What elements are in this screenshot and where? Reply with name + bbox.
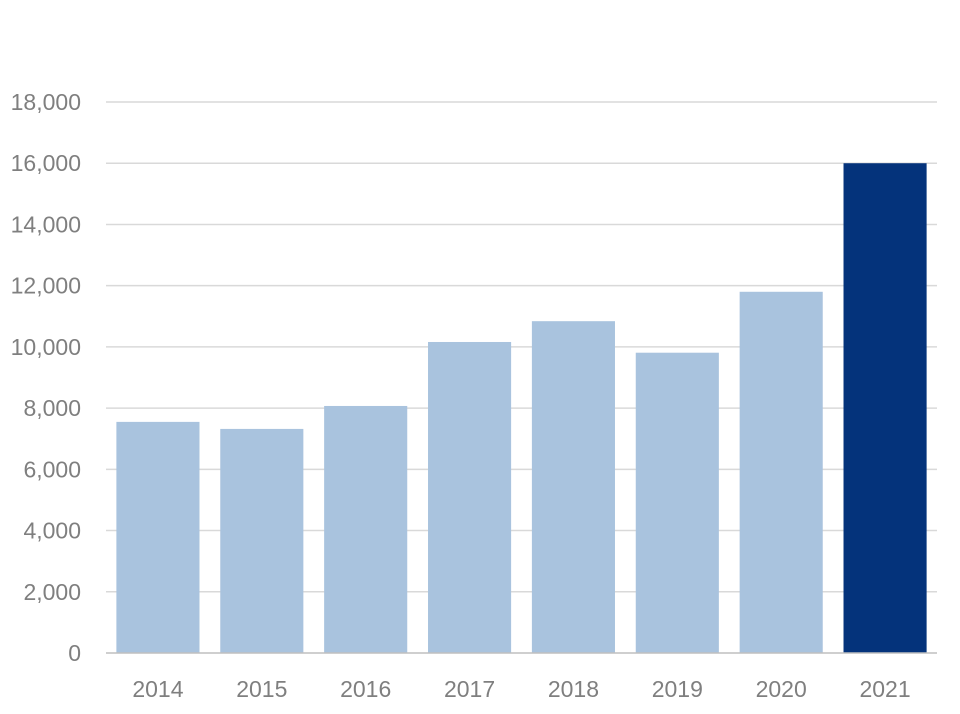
- bars: [116, 163, 927, 653]
- y-tick-label: 18,000: [11, 89, 81, 115]
- x-axis-tick-labels: 2014 2015 2016 2017 2018 2019 2020 2021: [132, 676, 910, 702]
- x-tick-label: 2016: [340, 676, 391, 702]
- x-tick-label: 2014: [132, 676, 183, 702]
- y-tick-label: 4,000: [23, 518, 81, 544]
- bar-2014: [116, 421, 200, 653]
- y-tick-label: 12,000: [11, 273, 81, 299]
- bar-2021: [843, 163, 927, 653]
- y-tick-label: 0: [68, 640, 81, 666]
- x-tick-label: 2015: [236, 676, 287, 702]
- bar-2019: [635, 352, 719, 653]
- y-tick-label: 14,000: [11, 211, 81, 237]
- bar-2020: [739, 291, 823, 653]
- y-tick-label: 8,000: [23, 395, 81, 421]
- y-tick-label: 16,000: [11, 150, 81, 176]
- x-tick-label: 2017: [444, 676, 495, 702]
- bar-2017: [428, 341, 512, 653]
- y-tick-label: 10,000: [11, 334, 81, 360]
- x-tick-label: 2020: [756, 676, 807, 702]
- bar-2015: [220, 428, 304, 653]
- x-tick-label: 2021: [859, 676, 910, 702]
- y-tick-label: 6,000: [23, 456, 81, 482]
- y-tick-label: 2,000: [23, 579, 81, 605]
- x-tick-label: 2018: [548, 676, 599, 702]
- bar-2016: [324, 405, 408, 653]
- bar-2018: [531, 321, 615, 653]
- y-axis-tick-labels: 0 2,000 4,000 6,000 8,000 10,000 12,000 14,000 1…: [11, 89, 81, 666]
- x-tick-label: 2019: [652, 676, 703, 702]
